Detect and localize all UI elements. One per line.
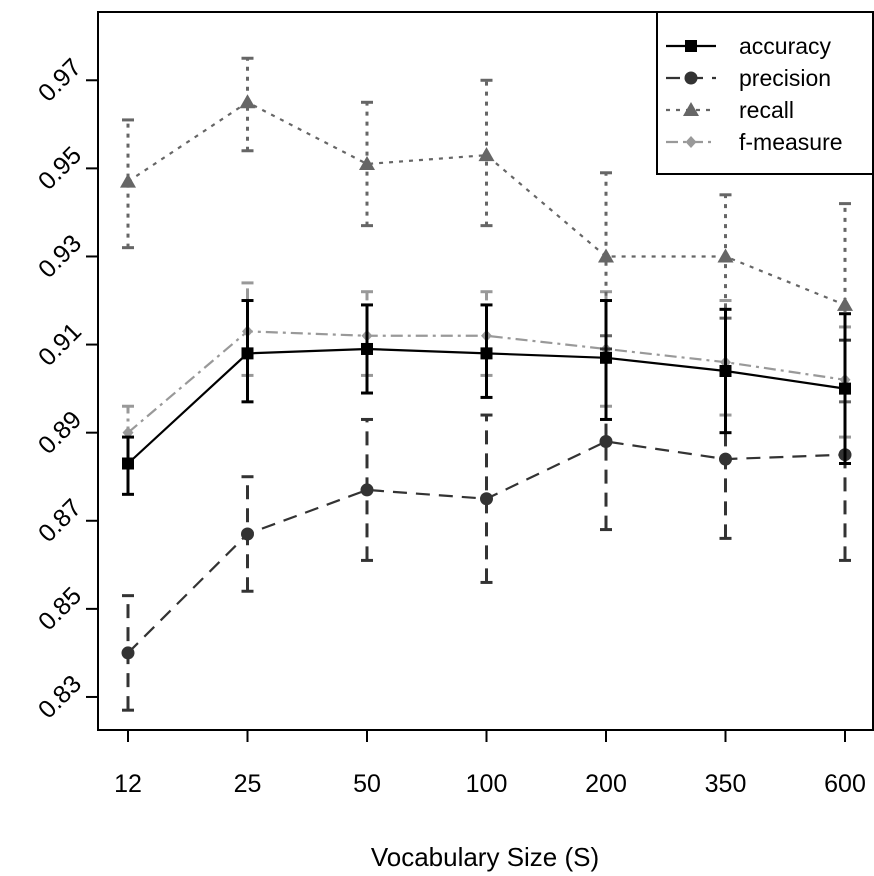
legend-box: [656, 11, 874, 175]
legend: accuracy precision recall f-measure: [656, 11, 874, 175]
x-tick-label: 200: [585, 770, 627, 798]
y-axis: 0.83 0.85 0.87 0.89 0.91 0.93 0.95 0.97: [33, 53, 99, 724]
x-axis: 12 25 50 100 200 350 600: [114, 729, 866, 798]
y-tick-label: 0.89: [33, 406, 87, 460]
legend-label: f-measure: [739, 129, 843, 155]
x-tick-label: 100: [466, 770, 508, 798]
accuracy-point: [361, 342, 373, 355]
accuracy-point: [241, 347, 254, 360]
y-tick-label: 0.91: [33, 317, 87, 371]
y-tick-label: 0.93: [33, 229, 87, 283]
legend-label: accuracy: [739, 33, 832, 59]
legend-item-accuracy: accuracy: [666, 33, 832, 59]
x-tick-label: 350: [705, 770, 747, 798]
accuracy-point: [480, 347, 493, 360]
legend-item-precision: precision: [666, 65, 831, 91]
recall-error-bar: [241, 56, 254, 153]
legend-marker: [685, 40, 697, 52]
y-tick-label: 0.85: [33, 582, 87, 636]
series-precision: [121, 338, 852, 712]
series-accuracy: [122, 299, 851, 496]
legend-marker: [683, 102, 699, 116]
recall-point: [837, 296, 853, 311]
precision-point: [121, 646, 135, 660]
precision-point: [480, 492, 493, 506]
recall-point: [478, 147, 495, 162]
accuracy-point: [839, 382, 851, 395]
y-tick-label: 0.95: [33, 141, 87, 195]
legend-marker: [684, 71, 698, 85]
recall-point: [120, 173, 136, 188]
x-tick-label: 12: [114, 770, 142, 798]
accuracy-point: [719, 365, 732, 377]
legend-label: recall: [739, 97, 794, 123]
legend-item-f-measure: f-measure: [666, 129, 843, 155]
recall-point: [717, 248, 734, 263]
legend-label: precision: [739, 65, 831, 91]
precision-point: [241, 527, 254, 541]
accuracy-point: [600, 351, 612, 364]
precision-point: [719, 452, 732, 466]
recall-point: [239, 94, 256, 109]
y-tick-label: 0.83: [33, 670, 87, 724]
precision-error-bar: [480, 413, 493, 584]
precision-point: [360, 483, 374, 497]
legend-item-recall: recall: [666, 97, 794, 123]
x-tick-label: 25: [234, 770, 262, 798]
recall-point: [598, 248, 614, 263]
x-tick-label: 50: [353, 770, 381, 798]
recall-point: [359, 155, 375, 170]
x-tick-label: 600: [824, 770, 866, 798]
y-tick-label: 0.97: [33, 53, 87, 107]
series-layer: [120, 56, 853, 712]
precision-point: [599, 434, 613, 448]
legend-marker: [685, 136, 697, 148]
y-tick-label: 0.87: [33, 494, 87, 548]
x-axis-label: Vocabulary Size (S): [371, 842, 599, 872]
accuracy-point: [122, 457, 134, 470]
